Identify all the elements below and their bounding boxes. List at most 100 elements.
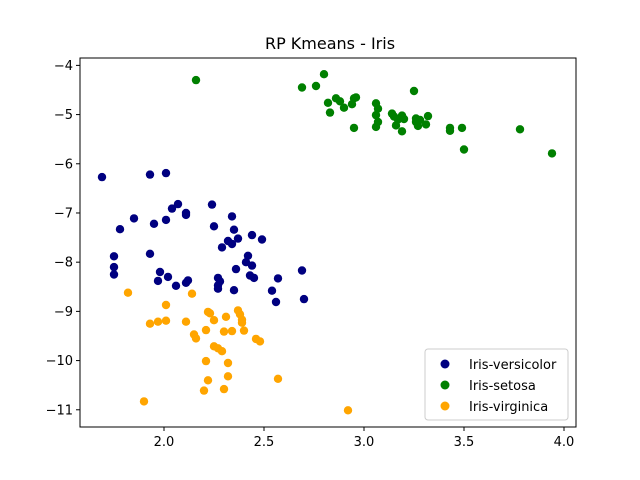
point-iris-virginica-5 [181,317,191,326]
point-iris-setosa-0 [191,75,201,85]
point-iris-virginica-32 [139,397,149,406]
legend-label-iris-setosa: Iris-setosa [469,379,536,394]
point-iris-versicolor-31 [181,278,191,287]
y-tick-label: −7 [54,206,73,221]
point-iris-setosa-30 [397,127,407,136]
x-tick-label: 2.0 [154,435,175,450]
legend-label-iris-virginica: Iris-virginica [469,400,548,415]
point-iris-versicolor-40 [249,273,259,283]
point-iris-versicolor-3 [109,252,119,261]
point-iris-virginica-12 [209,316,219,325]
point-iris-virginica-16 [219,327,229,336]
point-iris-setosa-11 [351,93,361,102]
point-iris-versicolor-13 [227,212,237,221]
point-iris-virginica-15 [217,347,227,356]
x-tick-label: 4.0 [554,435,575,450]
point-iris-versicolor-9 [173,199,183,209]
point-iris-versicolor-23 [109,262,119,272]
point-iris-virginica-33 [273,374,283,383]
plot-frame [79,57,577,428]
chart-title: RP Kmeans - Iris [265,34,395,53]
point-iris-versicolor-25 [145,249,155,258]
point-iris-versicolor-35 [213,284,223,293]
point-iris-setosa-22 [399,114,409,124]
point-iris-setosa-35 [459,145,469,154]
point-iris-setosa-6 [335,97,345,106]
point-iris-setosa-12 [349,123,359,133]
point-iris-virginica-23 [237,318,247,327]
point-iris-versicolor-5 [129,214,139,223]
point-iris-virginica-17 [221,312,231,321]
point-iris-versicolor-2 [161,168,171,178]
point-iris-virginica-27 [201,356,211,366]
point-iris-setosa-27 [421,120,431,129]
point-iris-versicolor-36 [231,264,241,274]
point-iris-virginica-19 [227,326,237,336]
point-iris-versicolor-22 [243,251,253,260]
point-iris-versicolor-28 [153,276,163,286]
point-iris-versicolor-15 [229,225,239,234]
legend-box [424,348,569,421]
point-iris-virginica-9 [201,325,211,335]
point-iris-versicolor-7 [161,215,171,225]
legend: Iris-versicolor Iris-setosa Iris-virginica [424,348,569,421]
point-iris-setosa-31 [411,117,421,127]
y-tick-label: −6 [54,157,73,172]
point-iris-versicolor-24 [109,270,119,279]
point-iris-setosa-14 [373,104,383,113]
point-iris-setosa-33 [445,126,455,135]
legend-marker-iris-virginica [440,401,450,411]
point-iris-setosa-24 [409,86,419,96]
point-iris-setosa-15 [371,110,381,120]
point-iris-versicolor-4 [115,225,125,234]
x-tick-label: 2.5 [254,435,275,450]
point-iris-virginica-3 [161,300,171,310]
point-iris-virginica-8 [191,334,201,343]
point-iris-versicolor-12 [207,200,217,209]
point-iris-setosa-1 [319,70,329,79]
point-iris-virginica-34 [343,406,353,415]
legend-label-iris-versicolor: Iris-versicolor [469,358,557,373]
point-iris-versicolor-42 [273,274,283,283]
y-tick-label: −10 [46,354,73,369]
point-iris-versicolor-26 [155,267,165,277]
point-iris-versicolor-17 [233,234,243,243]
y-tick-label: −8 [54,256,73,271]
point-iris-versicolor-14 [209,222,219,231]
point-iris-virginica-30 [219,384,229,394]
point-iris-virginica-0 [123,288,133,297]
point-iris-virginica-29 [199,386,209,395]
point-iris-virginica-31 [223,372,233,381]
point-iris-versicolor-1 [145,170,155,179]
point-iris-versicolor-44 [271,297,281,307]
y-tick-label: −9 [54,305,73,320]
point-iris-setosa-4 [323,98,333,108]
data-points [97,70,557,415]
point-iris-versicolor-6 [149,219,159,228]
point-iris-versicolor-29 [171,281,181,290]
y-axis: −4 −5 −6 −7 −8 −9 −10 −11 [46,59,80,418]
point-iris-virginica-18 [223,358,233,368]
point-iris-versicolor-45 [297,266,307,275]
point-iris-setosa-7 [339,103,349,112]
legend-marker-iris-setosa [440,380,450,390]
point-iris-virginica-6 [187,289,197,298]
point-iris-setosa-3 [311,81,321,91]
point-iris-versicolor-27 [163,272,173,282]
point-iris-setosa-37 [547,149,557,158]
point-iris-versicolor-18 [217,243,227,252]
point-iris-versicolor-41 [229,286,239,295]
point-iris-versicolor-38 [247,261,257,270]
point-iris-setosa-17 [371,122,381,132]
point-iris-versicolor-43 [267,286,277,295]
point-iris-virginica-24 [239,326,249,335]
point-iris-setosa-23 [391,121,401,130]
point-iris-setosa-36 [515,125,525,134]
legend-marker-iris-versicolor [440,359,450,369]
point-iris-setosa-8 [325,108,335,117]
point-iris-versicolor-11 [181,210,191,220]
point-iris-virginica-28 [203,376,213,385]
y-tick-label: −4 [54,59,73,74]
point-iris-setosa-2 [297,83,307,92]
